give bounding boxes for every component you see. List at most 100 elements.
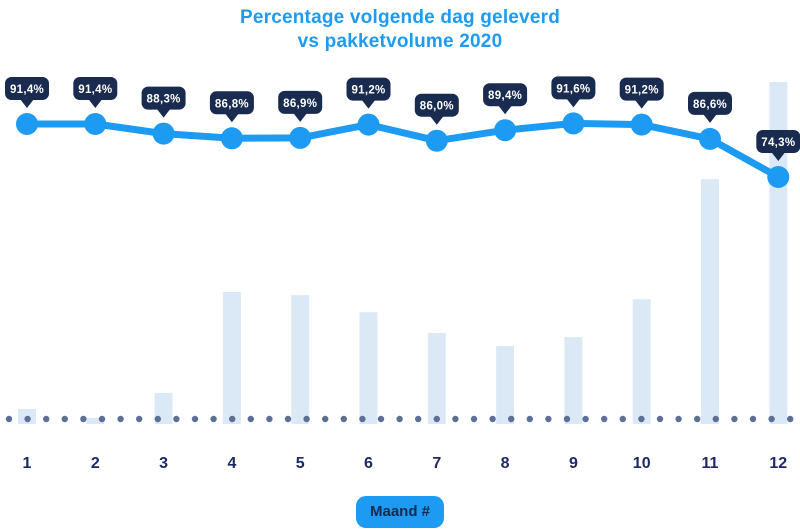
percentage-line-path — [23, 119, 782, 181]
tooltip-value: 91,2% — [351, 85, 385, 97]
tooltip-bubble — [5, 77, 49, 100]
baseline-dot — [433, 415, 440, 423]
tooltip-value: 91,2% — [625, 85, 659, 97]
baseline-dot — [5, 415, 13, 423]
tooltip-pointer — [634, 99, 649, 109]
baseline-dot — [61, 415, 68, 423]
baseline-dot — [545, 415, 552, 423]
baseline-dot — [638, 415, 645, 423]
tooltip-value: 88,3% — [147, 94, 181, 106]
data-label-tooltip: 91,4% — [73, 77, 118, 108]
tooltip-pointer — [566, 98, 581, 108]
baseline-dot — [675, 415, 682, 423]
tooltip-bubble — [346, 77, 391, 101]
baseline-dot — [749, 415, 757, 423]
baseline-dot — [731, 415, 738, 423]
month-axis-labels: 1 2 3 4 5 6 7 8 9 10 11 12 — [23, 455, 788, 472]
baseline-dot — [191, 415, 199, 423]
data-label-tooltip: 86,0% — [414, 93, 459, 125]
month-label: 6 — [364, 455, 373, 472]
tooltip-value: 89,4% — [488, 90, 522, 102]
data-point — [494, 119, 517, 142]
data-point — [767, 166, 790, 188]
data-label-tooltips: 91,4% 91,4% 88,3% 86,8% 86,9% 91,2% 86,0% 89,4%… — [5, 76, 800, 161]
baseline-dot — [117, 415, 124, 423]
baseline-dot — [322, 415, 329, 423]
baseline-dot — [601, 415, 608, 423]
month-label: 4 — [227, 455, 236, 472]
volume-bar — [359, 312, 378, 424]
tooltip-bubble — [209, 91, 254, 115]
baseline-dot — [136, 415, 143, 423]
data-label-tooltip: 89,4% — [483, 83, 528, 115]
tooltip-value: 86,0% — [420, 101, 454, 113]
baseline-dot — [229, 415, 236, 423]
baseline-dot — [489, 415, 496, 423]
month-label: 8 — [501, 455, 510, 472]
volume-bar — [291, 295, 310, 424]
percentage-markers — [16, 112, 790, 188]
tooltip-bubble — [141, 86, 186, 110]
volume-bar — [564, 337, 583, 424]
data-label-tooltip: 86,8% — [209, 91, 254, 123]
tooltip-value: 86,6% — [693, 99, 727, 111]
baseline-dot — [98, 415, 106, 423]
baseline-dot — [396, 415, 403, 423]
baseline-dot — [694, 415, 701, 423]
month-label: 11 — [702, 455, 719, 472]
data-point — [630, 113, 653, 136]
tooltip-pointer — [703, 113, 717, 123]
tooltip-pointer — [224, 113, 239, 123]
data-point — [699, 127, 721, 150]
data-point — [357, 113, 380, 136]
volume-bar — [427, 333, 446, 424]
data-point — [16, 113, 38, 135]
percentage-line — [23, 119, 782, 181]
data-label-tooltip: 86,6% — [688, 91, 732, 123]
tooltip-pointer — [88, 99, 103, 108]
baseline-dot — [80, 415, 87, 423]
tooltip-bubble — [688, 91, 732, 115]
tooltip-pointer — [429, 115, 444, 125]
data-point — [220, 127, 243, 150]
tooltip-pointer — [361, 99, 376, 109]
data-point — [425, 129, 448, 152]
baseline-dot — [508, 415, 515, 423]
data-label-tooltip: 74,3% — [756, 130, 800, 161]
data-label-tooltip: 86,9% — [278, 90, 323, 122]
baseline-dot — [787, 415, 794, 423]
month-label: 3 — [159, 455, 168, 472]
tooltip-value: 91,4% — [10, 84, 44, 96]
tooltip-pointer — [498, 105, 513, 115]
data-point — [84, 113, 107, 135]
baseline-dot — [359, 415, 366, 423]
tooltip-bubble — [551, 76, 596, 100]
baseline-dot — [173, 415, 180, 423]
tooltip-pointer — [156, 108, 171, 118]
data-point — [562, 112, 585, 135]
data-label-tooltip: 88,3% — [141, 86, 186, 118]
chart-title-line1: Percentage volgende dag geleverd — [239, 7, 560, 28]
volume-bar — [222, 292, 241, 424]
tooltip-pointer — [20, 99, 34, 108]
baseline-dot — [43, 415, 50, 423]
volume-bar — [86, 417, 105, 424]
chart-title: Percentage volgende dag geleverd vs pakk… — [0, 6, 800, 54]
baseline-dot — [563, 415, 571, 423]
dotted-baseline — [5, 415, 794, 423]
data-point — [289, 126, 312, 149]
data-point — [152, 122, 175, 145]
baseline-dot — [210, 415, 217, 423]
volume-bar — [632, 299, 651, 424]
chart-title-line2: vs pakketvolume 2020 — [297, 31, 503, 52]
baseline-dot — [415, 415, 422, 423]
x-axis-title-badge: Maand # — [355, 496, 445, 528]
baseline-dot — [377, 415, 385, 423]
baseline-dot — [247, 415, 254, 423]
month-label: 1 — [23, 455, 32, 472]
baseline-dot — [526, 415, 533, 423]
tooltip-pointer — [293, 112, 308, 122]
baseline-dot — [340, 415, 347, 423]
tooltip-value: 86,8% — [215, 98, 249, 110]
month-label: 12 — [769, 455, 787, 472]
